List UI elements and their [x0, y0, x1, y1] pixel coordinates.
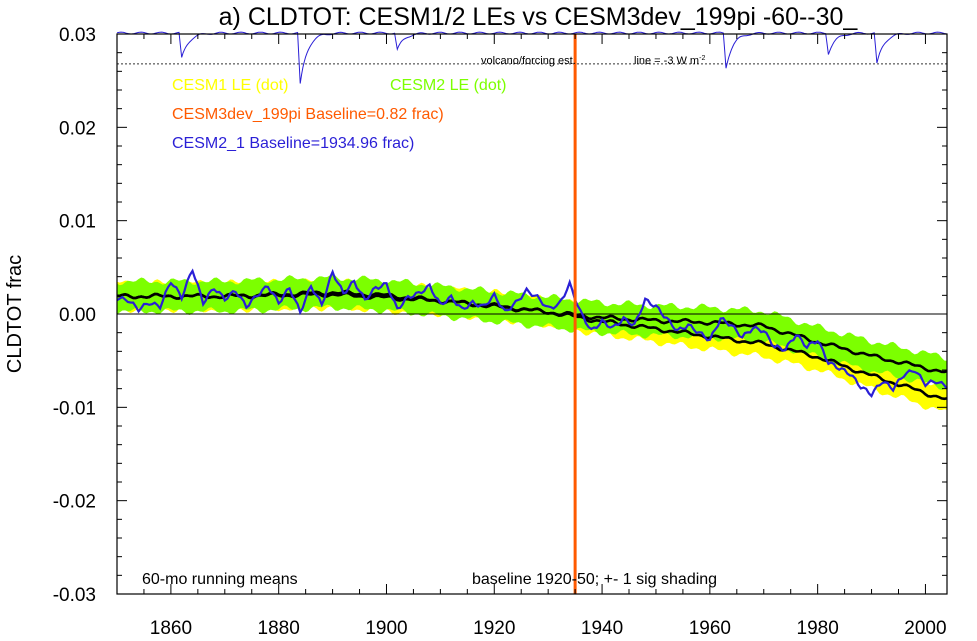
forcing-line-text: line = -3 W m — [634, 55, 699, 67]
forcing-line-superscript: -2 — [699, 55, 705, 62]
y-tick-label: 0.00 — [59, 305, 96, 326]
chart-title: a) CLDTOT: CESM1/2 LEs vs CESM3dev_199pi… — [219, 3, 859, 31]
x-tick-label: 1860 — [150, 618, 192, 639]
x-tick-label: 1920 — [473, 618, 515, 639]
y-axis-label: CLDTOT frac — [4, 255, 26, 373]
volcano-annotation: volcano/forcing est. — [481, 55, 576, 67]
y-tick-label: -0.01 — [53, 398, 96, 419]
x-tick-label: 1960 — [689, 618, 731, 639]
x-tick-label: 1880 — [258, 618, 300, 639]
legend-entry-cesm2-le: CESM2 LE (dot) — [390, 77, 506, 94]
x-tick-label: 2000 — [904, 618, 946, 639]
x-tick-label: 1900 — [365, 618, 407, 639]
x-tick-label: 1940 — [581, 618, 623, 639]
series-line-cesm2-1 — [116, 268, 948, 399]
band-cesm2-le — [117, 274, 947, 390]
y-tick-label: -0.02 — [53, 492, 96, 513]
legend-entry-cesm1-le: CESM1 LE (dot) — [172, 77, 288, 94]
legend-entry-cesm2-1: CESM2_1 Baseline=1934.96 frac) — [172, 135, 414, 152]
legend-entry-cesm3dev: CESM3dev_199pi Baseline=0.82 frac) — [172, 106, 444, 123]
forcing-line-annotation: line = -3 W m-2 — [634, 55, 705, 67]
running-means-annotation: 60-mo running means — [142, 571, 298, 588]
x-tick-label: 1980 — [797, 618, 839, 639]
y-tick-label: -0.03 — [53, 585, 96, 606]
y-tick-label: 0.02 — [59, 118, 96, 139]
axes: 1860 1880 1900 1920 1940 1960 1980 2000 -0.03 -0.… — [53, 25, 947, 639]
baseline-annotation: baseline 1920-50; +- 1 sig shading — [472, 571, 717, 588]
y-tick-label: 0.01 — [59, 212, 96, 233]
series-lines — [116, 268, 948, 401]
y-tick-label: 0.03 — [59, 25, 96, 46]
